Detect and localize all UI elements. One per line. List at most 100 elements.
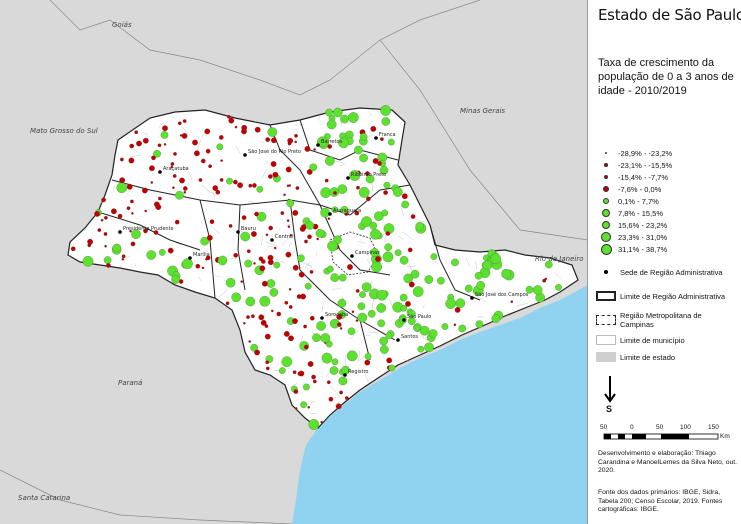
legend-class-label: 7,8% - 15,5% (618, 208, 664, 218)
municipality-point (386, 357, 393, 364)
municipality-point (288, 288, 292, 291)
municipality-point (128, 157, 135, 164)
municipality-point (359, 153, 368, 163)
municipality-line (181, 126, 191, 136)
municipality-line (134, 262, 136, 267)
municipality-point (388, 364, 396, 372)
municipality-point (170, 165, 174, 169)
municipality-point (130, 199, 134, 204)
municipality-point (544, 260, 553, 269)
municipality-point (324, 178, 329, 183)
municipality-point (254, 211, 259, 217)
legend-class-row: -7,6% - 0,0% (596, 183, 661, 195)
municipality-point (142, 137, 149, 144)
municipality-point (337, 184, 348, 194)
municipality-line (142, 131, 149, 136)
municipality-line (215, 275, 221, 277)
municipality-point (380, 345, 389, 354)
scale-bar-graphic (603, 433, 719, 440)
municipality-point (309, 163, 318, 172)
municipality-point (375, 256, 381, 262)
municipality-point (300, 401, 307, 409)
municipality-point (228, 224, 233, 228)
city-label: Marília (193, 251, 210, 258)
municipality-line (321, 303, 324, 312)
municipality-line (305, 261, 317, 273)
municipality-line (339, 164, 345, 167)
municipality-point (250, 343, 258, 352)
municipality-point (320, 420, 323, 424)
municipality-point (253, 262, 256, 265)
legend-row-municipio: Limite de município (596, 333, 730, 347)
municipality-point (129, 229, 132, 233)
municipality-point (333, 191, 337, 195)
municipality-point (329, 366, 339, 375)
municipality-point (120, 157, 124, 162)
neighbor-state-label: Rio de Janeiro (535, 255, 584, 263)
legend-class-row: -28,9% - -23,2% (596, 147, 672, 159)
municipality-line (243, 224, 250, 229)
ra-seat-point (243, 153, 247, 157)
city-label: Ribeirão Preto (351, 172, 386, 178)
municipality-point (181, 133, 188, 139)
municipality-point (271, 309, 274, 313)
municipality-point (126, 206, 131, 211)
municipality-point (356, 185, 360, 190)
municipality-point (280, 211, 285, 215)
municipality-line (366, 335, 371, 337)
municipality-point (94, 211, 100, 217)
municipality-point (365, 171, 370, 176)
municipality-point (379, 336, 388, 346)
legend-class-label: 23,3% - 31,0% (618, 232, 668, 242)
municipality-point (331, 358, 339, 366)
municipality-point (298, 271, 305, 278)
municipality-point (340, 114, 349, 124)
municipality-point (380, 137, 384, 141)
municipality-point (246, 249, 251, 254)
municipality-line (358, 349, 360, 361)
municipality-line (285, 224, 292, 226)
municipality-point (241, 124, 248, 131)
municipality-line (200, 184, 211, 192)
arrow-down-icon (604, 376, 616, 403)
north-label: S (606, 404, 613, 414)
legend-municipio-label: Limite de município (620, 335, 685, 345)
municipality-point (364, 353, 372, 360)
credit-fontes: Fonte dos dados primários: IBGE, Sidra, … (598, 489, 723, 513)
municipality-point (267, 254, 274, 261)
municipality-point (143, 228, 148, 234)
municipality-point (430, 253, 438, 260)
ra-seat-point (470, 296, 474, 300)
ra-seat-point (328, 212, 332, 216)
municipality-point (237, 182, 243, 189)
municipality-point (410, 214, 416, 219)
municipality-point (333, 107, 343, 118)
legend-class-row: 7,8% - 15,5% (596, 207, 663, 219)
municipality-point (370, 228, 381, 240)
municipality-line (349, 329, 360, 340)
municipality-point (407, 309, 416, 318)
municipality-point (284, 300, 289, 305)
municipality-point (296, 294, 302, 299)
municipality-point (415, 221, 425, 231)
municipality-point (182, 258, 193, 270)
municipality-point (167, 247, 174, 254)
municipality-line (261, 236, 264, 246)
municipality-point (295, 186, 300, 190)
municipality-point (304, 282, 312, 290)
municipality-point (441, 323, 449, 330)
municipality-point (270, 161, 277, 167)
municipality-point (336, 322, 342, 327)
municipality-point (331, 206, 339, 214)
municipality-point (413, 324, 421, 332)
municipality-point (379, 165, 389, 175)
neighbor-state-label: Paraná (118, 379, 142, 387)
municipality-point (276, 311, 282, 317)
municipality-point (204, 128, 211, 135)
municipality-point (357, 312, 368, 323)
municipality-point (336, 314, 339, 318)
municipality-point (226, 114, 231, 119)
legend-class-row: -15,4% - -7,7% (596, 171, 668, 183)
municipality-point (370, 126, 377, 132)
legend-class-symbol (602, 209, 610, 217)
